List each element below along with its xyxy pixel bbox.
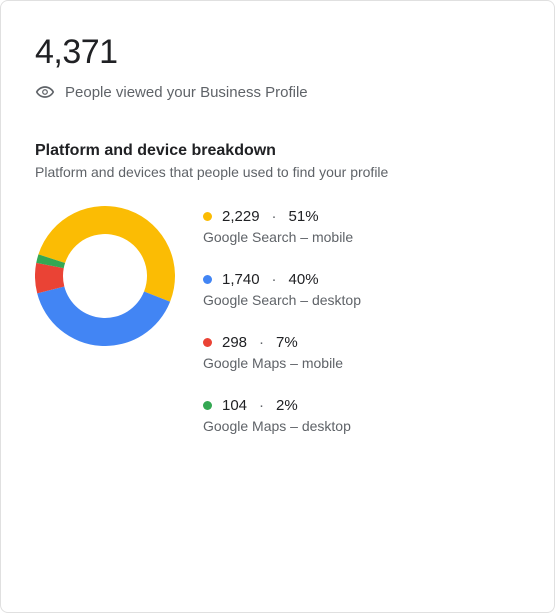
legend: 2,229 · 51% Google Search – mobile 1,740 · 40%… xyxy=(203,206,361,434)
legend-value: 2,229 xyxy=(222,208,260,225)
legend-item: 298 · 7% Google Maps – mobile xyxy=(203,334,361,371)
legend-separator: · xyxy=(270,271,279,288)
legend-value: 104 xyxy=(222,397,247,414)
legend-separator: · xyxy=(257,334,266,351)
legend-item: 1,740 · 40% Google Search – desktop xyxy=(203,271,361,308)
legend-value: 1,740 xyxy=(222,271,260,288)
legend-separator: · xyxy=(270,208,279,225)
legend-separator: · xyxy=(257,397,266,414)
legend-dot xyxy=(203,275,212,284)
legend-dot xyxy=(203,401,212,410)
legend-label: Google Search – mobile xyxy=(203,229,361,245)
legend-percent: 2% xyxy=(276,397,298,414)
breakdown-title: Platform and device breakdown xyxy=(35,142,520,160)
donut-segment xyxy=(37,286,170,346)
breakdown-subtitle: Platform and devices that people used to… xyxy=(35,164,520,180)
legend-value: 298 xyxy=(222,334,247,351)
legend-item-stats: 1,740 · 40% xyxy=(203,271,361,288)
insights-card: 4,371 People viewed your Business Profil… xyxy=(0,0,555,613)
legend-dot xyxy=(203,212,212,221)
legend-item: 2,229 · 51% Google Search – mobile xyxy=(203,208,361,245)
legend-label: Google Search – desktop xyxy=(203,292,361,308)
total-views-subtitle: People viewed your Business Profile xyxy=(65,84,308,101)
legend-percent: 7% xyxy=(276,334,298,351)
legend-item-stats: 298 · 7% xyxy=(203,334,361,351)
legend-label: Google Maps – desktop xyxy=(203,418,361,434)
total-views: 4,371 xyxy=(35,33,520,72)
legend-item: 104 · 2% Google Maps – desktop xyxy=(203,397,361,434)
legend-percent: 40% xyxy=(289,271,319,288)
breakdown-row: 2,229 · 51% Google Search – mobile 1,740 · 40%… xyxy=(35,206,520,434)
eye-icon xyxy=(35,82,55,102)
donut-chart xyxy=(35,206,175,351)
total-views-subtitle-row: People viewed your Business Profile xyxy=(35,82,520,102)
legend-item-stats: 2,229 · 51% xyxy=(203,208,361,225)
legend-dot xyxy=(203,338,212,347)
legend-item-stats: 104 · 2% xyxy=(203,397,361,414)
legend-label: Google Maps – mobile xyxy=(203,355,361,371)
legend-percent: 51% xyxy=(289,208,319,225)
